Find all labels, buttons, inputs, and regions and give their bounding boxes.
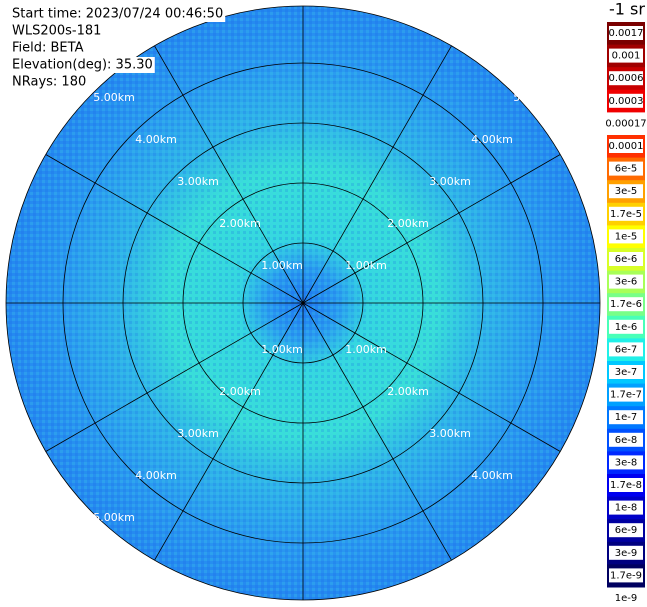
colorbar-label-bg [609, 545, 643, 560]
ring-label: 1.00km [261, 259, 303, 272]
colorbar-label-bg [609, 229, 643, 244]
colorbar-label-bg [609, 274, 643, 289]
colorbar-label-bg [609, 500, 643, 515]
ring-label: 1.00km [345, 343, 387, 356]
header: Start time: 2023/07/24 00:46:50 WLS200s-1… [10, 6, 226, 90]
header-line: Start time: 2023/07/24 00:46:50 [12, 7, 223, 22]
colorbar-label-bg [609, 591, 643, 605]
colorbar-label-bg [609, 297, 643, 312]
colorbar-label: 0.0017 [609, 28, 644, 39]
azimuth-spoke [154, 302, 304, 561]
colorbar-title: -1 sr [609, 0, 645, 19]
colorbar-label: 6e-7 [615, 344, 638, 355]
colorbar-label-bg [609, 26, 643, 40]
azimuth-spoke [45, 302, 304, 452]
header-line: WLS200s-181 [12, 24, 101, 39]
colorbar-label: 1e-8 [615, 503, 638, 514]
azimuth-spoke [45, 154, 304, 304]
colorbar: -1 sr 0.0017 0.001 0.0006 0.0003 0.00017 0.000… [605, 0, 647, 605]
colorbar-label: 6e-6 [615, 254, 638, 265]
ring-label: 2.00km [219, 217, 261, 230]
header-bg [10, 57, 155, 73]
ring-label: 4.00km [471, 133, 513, 146]
colorbar-label-bg [609, 319, 643, 334]
colorbar-label-bg [609, 523, 643, 538]
colorbar-label-bg [609, 184, 643, 199]
azimuth-spoke [302, 302, 561, 452]
colorbar-label-bg [609, 71, 643, 86]
azimuth-spoke [154, 45, 304, 304]
colorbar-label: 0.0003 [609, 96, 644, 107]
header-bg [10, 23, 104, 39]
colorbar-label: 0.00017 [605, 118, 646, 129]
ring-label: 1.00km [345, 259, 387, 272]
header-line: Elevation(deg): 35.30 [12, 58, 153, 73]
colorbar-label: 0.0001 [609, 141, 644, 152]
colorbar-label: 6e-8 [615, 435, 638, 446]
colorbar-label-bg [609, 252, 643, 266]
colorbar-label: 3e-7 [615, 367, 638, 378]
colorbar-label: 3e-8 [615, 457, 638, 468]
colorbar-label: 1.7e-6 [610, 299, 642, 310]
colorbar-label: 3e-6 [615, 277, 638, 288]
ring-label: 2.00km [387, 217, 429, 230]
header-line: Field: BETA [12, 41, 84, 56]
header-bg [10, 40, 86, 56]
ring-label: 1.00km [261, 343, 303, 356]
ring-label: 3.00km [177, 427, 219, 440]
colorbar-label-bg [609, 365, 643, 379]
ring-label: 3.00km [429, 175, 471, 188]
ring-label: 2.00km [219, 385, 261, 398]
colorbar-label: 1.7e-7 [610, 390, 642, 401]
colorbar-label-bg [609, 161, 643, 176]
ring-label: 3.00km [177, 175, 219, 188]
polar-grid [5, 5, 601, 601]
ring-labels: 1.00km 1.00km 1.00km 1.00km 2.00km 2.00km 2.00… [93, 91, 555, 524]
header-bg [10, 74, 89, 90]
colorbar-label: 6e-9 [615, 525, 638, 536]
ring-label: 4.00km [135, 469, 177, 482]
ring-label: 4.00km [471, 469, 513, 482]
colorbar-label-bg [609, 342, 643, 357]
colorbar-label-bg [609, 206, 643, 221]
header-bg [10, 6, 226, 22]
colorbar-label: 6e-5 [615, 164, 638, 175]
azimuth-spoke [302, 154, 561, 304]
colorbar-label-bg [609, 139, 643, 153]
colorbar-label: 3e-9 [615, 548, 638, 559]
colorbar-label-bg [609, 387, 643, 402]
colorbar-label-bg [609, 432, 643, 447]
colorbar-label: 1.7e-5 [610, 209, 642, 220]
colorbar-label-bg [609, 568, 643, 583]
colorbar-label: 1e-5 [615, 231, 638, 242]
colorbar-label-bg [609, 455, 643, 470]
colorbar-label-bg [609, 116, 643, 131]
colorbar-label: 0.0006 [609, 73, 644, 84]
colorbar-label: 1e-6 [615, 322, 638, 333]
header-line: NRays: 180 [12, 75, 86, 90]
ring-label: 5.00km [513, 511, 555, 524]
colorbar-label-bg [609, 93, 643, 108]
colorbar-label: 1e-9 [615, 593, 638, 604]
colorbar-label-bg [609, 410, 643, 425]
colorbar-label: 1e-7 [615, 412, 638, 423]
ring-label: 5.00km [93, 91, 135, 104]
ring-label: 5.00km [513, 91, 555, 104]
colorbar-label: 1.7e-9 [610, 570, 642, 581]
colorbar-label: 3e-5 [615, 186, 638, 197]
colorbar-label-bg [609, 478, 643, 492]
azimuth-spoke [302, 302, 452, 561]
ring-label: 2.00km [387, 385, 429, 398]
colorbar-label: 1.7e-8 [610, 480, 642, 491]
colorbar-label-bg [609, 48, 643, 63]
azimuth-spoke [302, 45, 452, 304]
colorbar-label: 0.001 [612, 51, 641, 62]
ring-label: 5.00km [93, 511, 135, 524]
ring-label: 3.00km [429, 427, 471, 440]
ring-label: 4.00km [135, 133, 177, 146]
